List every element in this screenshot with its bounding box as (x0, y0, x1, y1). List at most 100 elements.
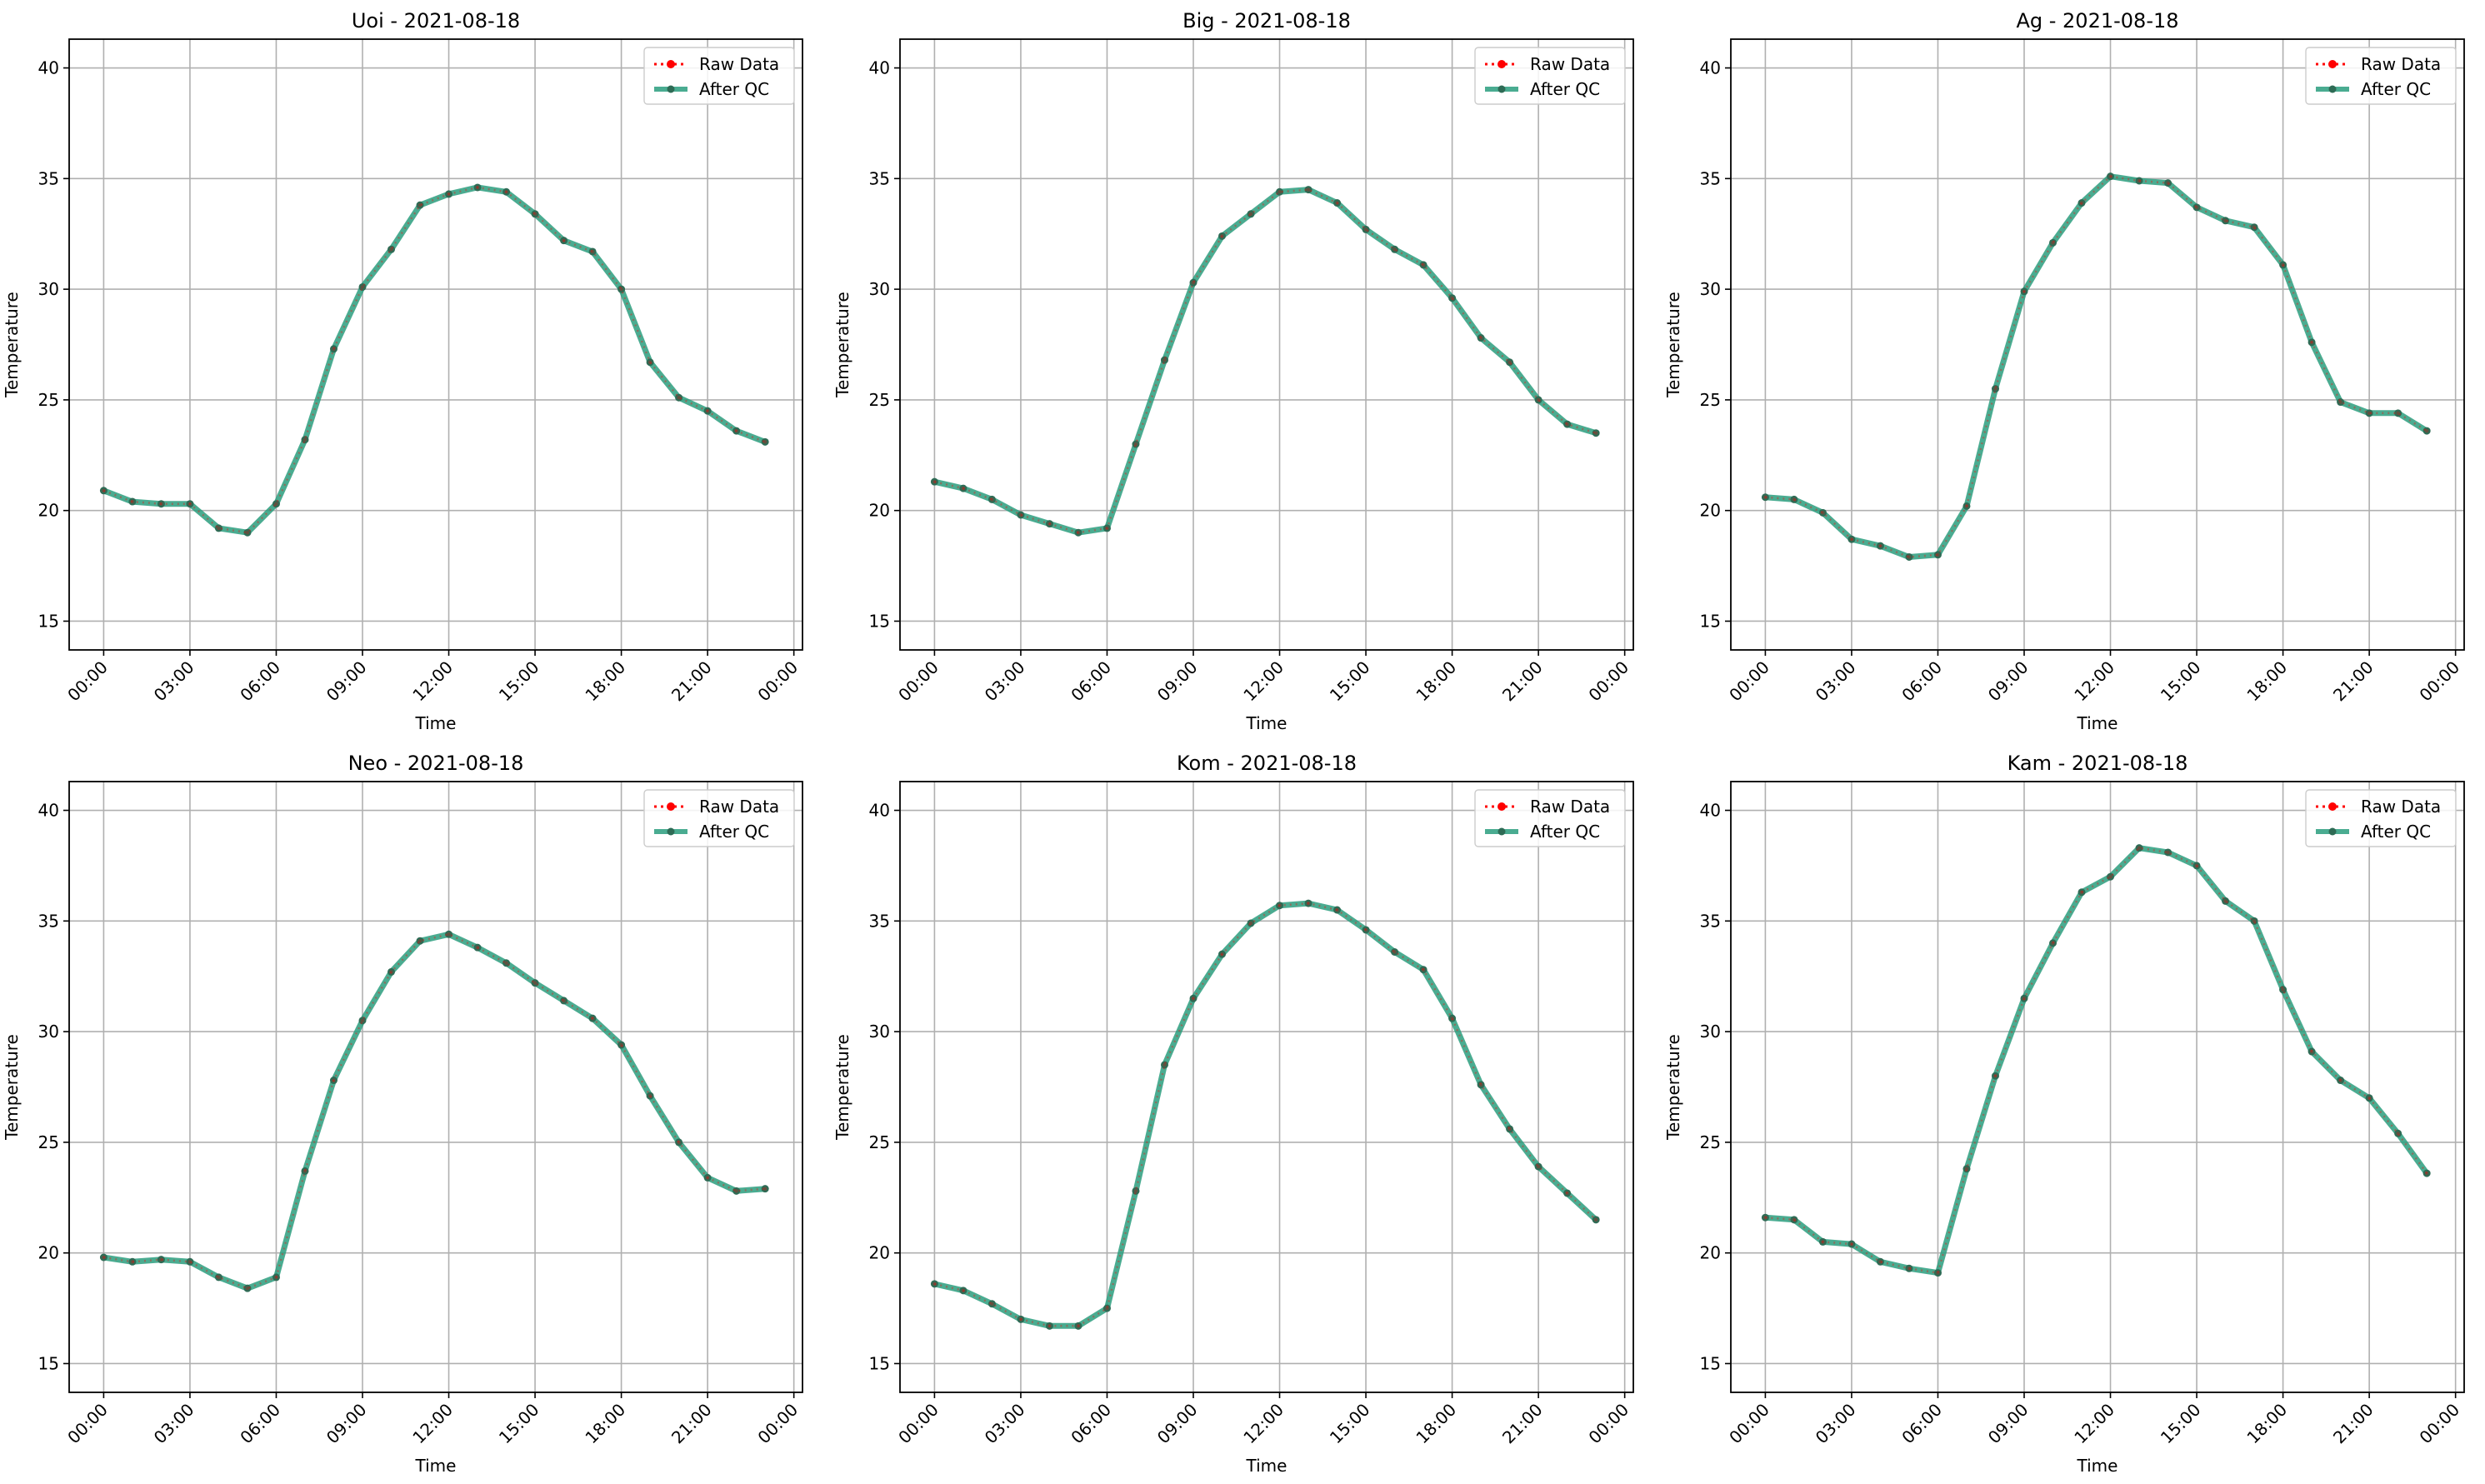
after-qc-point (1991, 385, 1999, 393)
raw-data-point (2194, 205, 2199, 210)
chart-panel: 15 20 25 30 35 40 00:00 03:00 06:00 09:00 12:00 15:… (832, 9, 1634, 733)
raw-data-point (389, 247, 393, 252)
y-tick-label: 20 (1700, 1243, 1721, 1263)
after-qc-point (1790, 1216, 1798, 1224)
y-tick-label: 40 (1700, 58, 1721, 78)
x-tick-label: 00:00 (894, 657, 942, 706)
y-tick-label: 25 (38, 1132, 59, 1152)
x-tick-label: 18:00 (1412, 657, 1460, 706)
y-axis-label: Temperature (1663, 292, 1683, 398)
legend-raw-label: Raw Data (1530, 797, 1610, 817)
raw-data-point (1536, 1164, 1541, 1169)
after-qc-point (1045, 1322, 1053, 1330)
after-qc-point (2250, 223, 2258, 232)
after-qc-point (2308, 1047, 2316, 1056)
series-after-qc (1761, 172, 2431, 561)
series-raw-data (932, 901, 1598, 1328)
after-qc-point (128, 497, 137, 506)
after-qc-point (358, 282, 367, 291)
after-qc-point (1333, 906, 1342, 914)
raw-data-point (619, 287, 623, 292)
raw-data-point (1105, 1306, 1109, 1311)
raw-data-point (1878, 1260, 1882, 1264)
after-qc-point (2222, 217, 2230, 225)
after-qc-point (588, 1014, 597, 1022)
x-tick-label: 15:00 (1326, 1400, 1374, 1448)
y-tick-label: 15 (38, 1353, 59, 1373)
x-tick-label: 18:00 (581, 657, 629, 706)
raw-data-point (734, 428, 738, 433)
y-tick-label: 30 (38, 279, 59, 299)
after-qc-point (1962, 1165, 1971, 1173)
y-tick-label: 15 (1700, 611, 1721, 631)
raw-data-point (1849, 1242, 1854, 1247)
raw-data-point (1936, 1271, 1940, 1275)
after-qc-point (1905, 1264, 1913, 1272)
raw-data-point (102, 488, 106, 492)
raw-data-point (389, 970, 393, 974)
after-qc-point (2020, 994, 2028, 1002)
after-qc-point (560, 237, 568, 245)
after-qc-point (1506, 358, 1514, 367)
raw-data-point (1248, 212, 1253, 217)
y-tick-label: 35 (869, 168, 890, 188)
after-qc-point (675, 393, 683, 402)
after-qc-point (1189, 994, 1198, 1002)
raw-data-point (302, 437, 308, 442)
legend-qc-marker (1498, 827, 1506, 836)
raw-data-point (2281, 262, 2285, 267)
raw-data-point (360, 1018, 365, 1023)
after-qc-point (2279, 261, 2288, 269)
after-qc-point (1189, 278, 1198, 287)
x-tick-label: 06:00 (236, 657, 284, 706)
after-qc-point (301, 436, 309, 444)
axes-frame (1730, 781, 2465, 1393)
legend: Raw Data After QC (1474, 47, 1626, 105)
raw-data-point (2252, 225, 2257, 229)
after-qc-point (1391, 947, 1399, 956)
y-tick-label: 30 (1700, 1022, 1721, 1042)
raw-data-point (1421, 262, 1426, 267)
after-qc-point (703, 1173, 712, 1182)
y-tick-label: 15 (1700, 1353, 1721, 1373)
raw-data-point (2166, 181, 2170, 185)
after-qc-point (1045, 520, 1053, 528)
after-qc-point (1876, 542, 1884, 550)
after-qc-point (1905, 552, 1913, 561)
after-qc-point (186, 1257, 194, 1266)
y-tick-label: 35 (1700, 168, 1721, 188)
after-qc-point (1017, 511, 1025, 519)
legend: Raw Data After QC (643, 47, 795, 105)
raw-data-point (1018, 1317, 1023, 1322)
x-tick-label: 09:00 (1984, 657, 2032, 706)
x-tick-label: 00:00 (894, 1400, 942, 1448)
x-tick-label: 18:00 (581, 1400, 629, 1448)
y-tick-label: 15 (38, 611, 59, 631)
after-qc-point (1563, 420, 1572, 428)
after-qc-point (2078, 888, 2086, 897)
x-tick-label: 12:00 (408, 1400, 457, 1448)
raw-data-point (1964, 1167, 1969, 1171)
raw-data-point (532, 212, 538, 217)
after-qc-point (243, 528, 252, 537)
legend-qc-marker (2328, 827, 2337, 836)
chart-panel: 15 20 25 30 35 40 00:00 03:00 06:00 09:00 12:00 15:… (2, 752, 803, 1476)
raw-data-point (2223, 218, 2228, 222)
raw-data-point (447, 932, 451, 937)
x-tick-label: 12:00 (408, 657, 457, 706)
after-qc-point (1304, 899, 1312, 907)
y-axis-label: Temperature (1663, 1034, 1683, 1141)
x-tick-label: 21:00 (2329, 1400, 2378, 1448)
series-after-qc (99, 183, 769, 537)
raw-data-point (1565, 422, 1569, 427)
after-qc-point (2222, 897, 2230, 905)
after-qc-point (128, 1257, 137, 1266)
raw-data-point (130, 1260, 135, 1264)
after-qc-point (272, 1273, 280, 1282)
raw-data-point (1821, 511, 1825, 515)
raw-data-point (2309, 1049, 2314, 1054)
raw-data-point (1191, 280, 1196, 285)
x-tick-label: 03:00 (1812, 657, 1860, 706)
y-axis-label: Temperature (2, 292, 22, 398)
